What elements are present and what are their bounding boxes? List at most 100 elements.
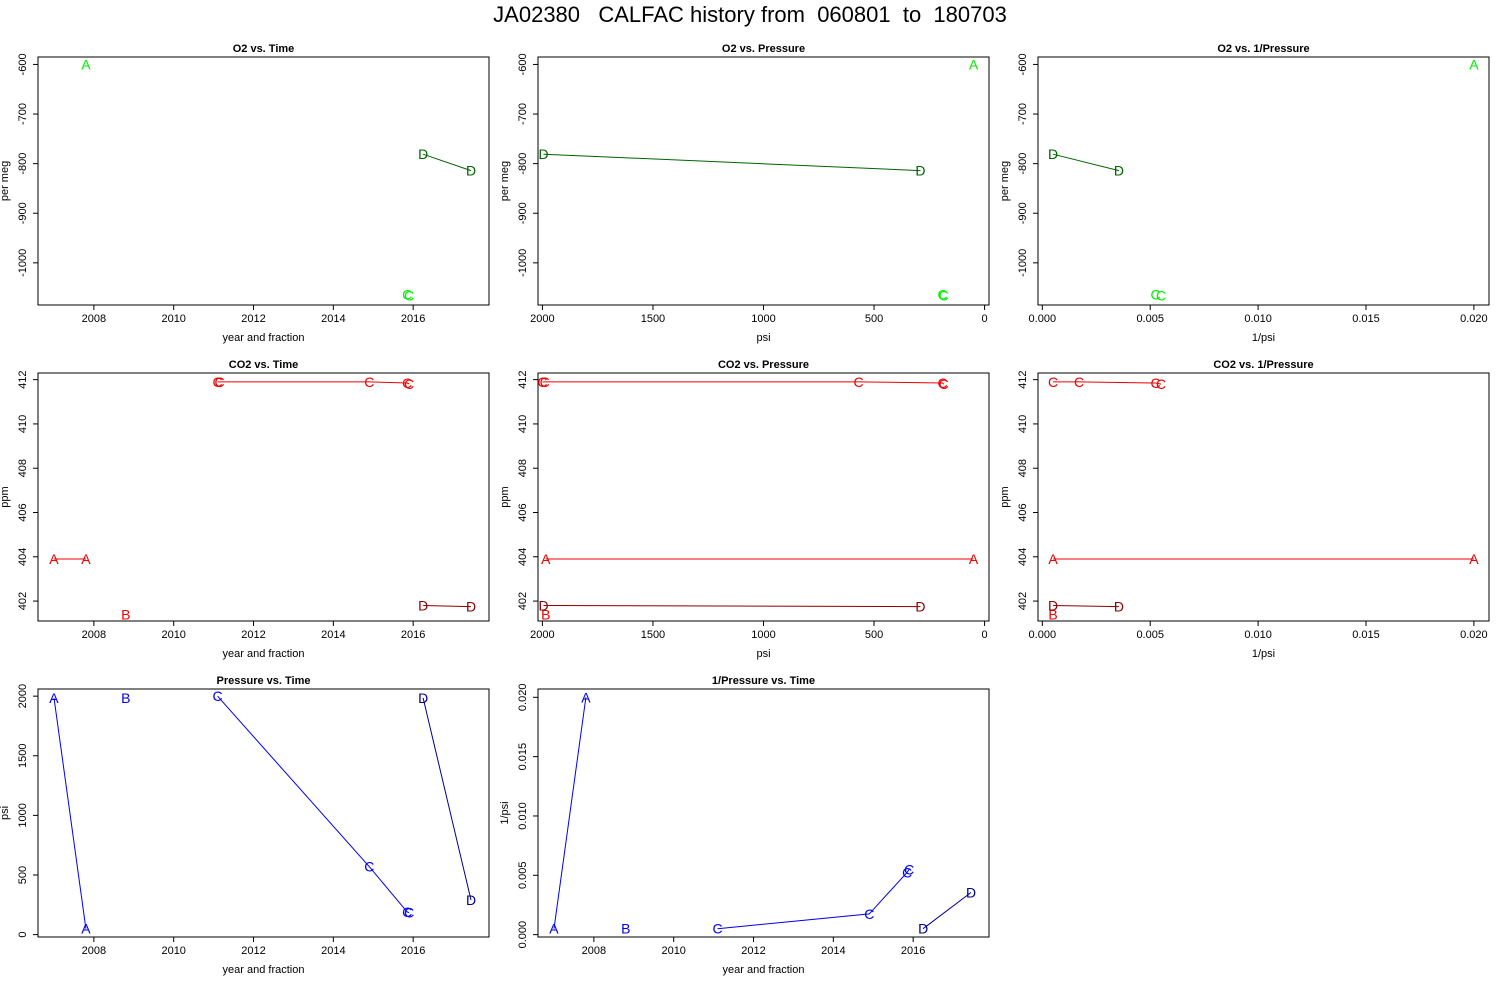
data-point-label: D [918,921,928,937]
y-tick-label: 410 [17,415,29,433]
data-point-label: A [969,56,979,72]
y-tick-label: -600 [1017,53,1029,75]
chart-title: CO2 vs. 1/Pressure [1213,359,1313,371]
data-point-label: D [538,146,548,162]
data-point-label: C [213,688,223,704]
data-point-label: C [540,374,550,390]
x-tick-label: 0 [982,313,988,325]
y-tick-label: 408 [1017,459,1029,477]
series-line [423,605,472,608]
x-tick-label: 2008 [82,945,106,957]
x-tick-label: 2008 [82,629,106,641]
y-tick-label: -800 [17,153,29,175]
data-point-label: D [418,598,428,614]
data-point-label: B [121,606,130,622]
series-line [1053,605,1119,608]
x-tick-label: 0.000 [1029,629,1057,641]
data-point-label: C [402,904,412,920]
chart-co2-vs-inv-pressure: CO2 vs. 1/Pressure 0.000 0.005 0.010 0.015 0.… [999,359,1490,660]
data-point-label: D [915,599,925,615]
data-point-label: C [404,905,414,921]
x-tick-label: 500 [865,629,883,641]
y-tick-label: 2000 [17,684,29,708]
x-tick-label: 2012 [241,945,265,957]
y-tick-label: 408 [517,459,529,477]
y-tick-label: -900 [517,202,529,224]
x-axis-label: psi [756,332,770,344]
series-line [1052,153,1120,172]
y-tick-label: 412 [517,370,529,388]
chart-co2-vs-time: CO2 vs. Time 2008 2010 2012 2014 2016 402 404 40… [0,359,490,660]
x-tick-label: 2008 [82,313,106,325]
data-point-label: D [966,885,976,901]
data-point-label: D [538,598,548,614]
plot-frame [1037,372,1490,622]
x-tick-label: 2010 [161,629,185,641]
data-point-label: C [404,288,414,304]
plot-frame [37,56,490,306]
y-tick-label: 408 [17,459,29,477]
data-point-label: A [81,921,91,937]
chart-title: Pressure vs. Time [217,675,311,687]
data-point-label: D [1114,163,1124,179]
chart-pressure-vs-time: Pressure vs. Time 2008 2010 2012 2014 2016 0 50… [0,675,490,976]
y-axis-label: per meg [0,161,11,201]
y-tick-label: 0.005 [517,862,529,890]
data-point-label: C [364,374,374,390]
y-tick-label: 0 [17,932,29,938]
x-tick-label: 0.010 [1244,313,1272,325]
data-point-label: C [364,859,374,875]
x-tick-label: 0.010 [1244,629,1272,641]
data-point-label: C [1074,374,1084,390]
x-tick-label: 1500 [641,629,665,641]
chart-co2-vs-pressure: CO2 vs. Pressure 2000 1500 1000 500 0 402 404 40… [499,359,990,660]
x-axis-label: year and fraction [223,648,305,660]
data-point-label: B [121,690,130,706]
x-axis-label: year and fraction [223,964,305,976]
data-point-label: A [581,689,591,705]
chart-title: CO2 vs. Time [229,359,299,371]
plot-frame [537,372,990,622]
series-line [422,153,472,172]
x-tick-label: 0.005 [1136,313,1164,325]
y-axis-label: per meg [999,161,1011,201]
series-line [543,153,921,172]
y-tick-label: 406 [1017,503,1029,521]
x-tick-label: 2014 [321,629,345,641]
y-tick-label: 402 [17,592,29,610]
data-point-label: C [1151,287,1161,303]
plot-frame [1037,56,1490,306]
x-tick-label: 2016 [901,945,925,957]
x-axis-label: 1/psi [1252,648,1275,660]
data-point-label: C [713,921,723,937]
data-point-label: D [1114,599,1124,615]
y-tick-label: 1000 [17,803,29,827]
x-tick-label: 0.000 [1029,313,1057,325]
y-tick-label: -700 [517,103,529,125]
data-point-label: A [81,551,91,567]
plot-frame [37,688,490,938]
chart-o2-vs-time: O2 vs. Time 2008 2010 2012 2014 2016 -600 -700 -… [0,43,490,344]
data-point-label: A [1469,551,1479,567]
chart-o2-vs-pressure: O2 vs. Pressure 2000 1500 1000 500 0 -600 -700 -… [499,43,990,344]
x-axis-label: year and fraction [723,964,805,976]
chart-title: CO2 vs. Pressure [718,359,809,371]
data-point-label: D [466,599,476,615]
data-point-label: A [1048,551,1058,567]
data-point-label: C [1156,288,1166,304]
y-tick-label: -600 [517,53,529,75]
x-tick-label: 2010 [161,945,185,957]
plot-frame [537,688,990,938]
y-tick-label: 0.020 [517,684,529,712]
y-tick-label: 410 [517,415,529,433]
y-tick-label: 1500 [17,744,29,768]
data-point-label: C [854,374,864,390]
data-point-label: A [1469,56,1479,72]
data-point-label: C [402,375,412,391]
data-point-label: C [402,287,412,303]
data-point-label: C [864,906,874,922]
x-tick-label: 2014 [321,313,345,325]
series-line [217,381,410,385]
data-point-label: C [1048,374,1058,390]
